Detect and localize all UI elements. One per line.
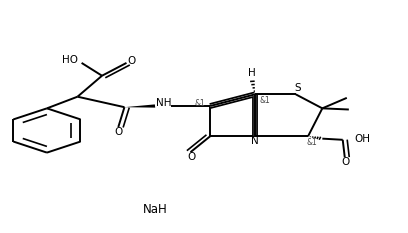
- Text: &1: &1: [307, 138, 317, 147]
- Text: O: O: [187, 152, 195, 162]
- Text: O: O: [114, 127, 122, 137]
- Text: &1: &1: [195, 99, 205, 108]
- Text: N: N: [251, 137, 258, 146]
- Text: O: O: [128, 56, 136, 65]
- Text: O: O: [341, 157, 349, 167]
- Polygon shape: [124, 104, 155, 108]
- Text: NH: NH: [156, 98, 172, 108]
- Text: NaH: NaH: [143, 203, 167, 216]
- Text: H: H: [248, 68, 255, 78]
- Text: S: S: [295, 83, 301, 93]
- Text: HO: HO: [62, 55, 78, 65]
- Text: &1: &1: [260, 96, 271, 105]
- Text: OH: OH: [354, 134, 370, 144]
